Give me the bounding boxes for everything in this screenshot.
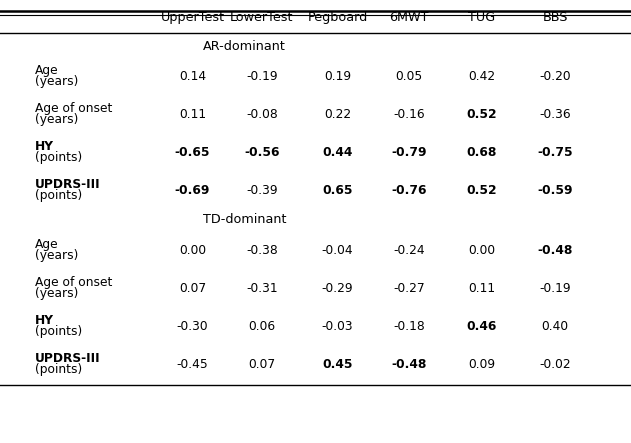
Text: -0.39: -0.39	[246, 183, 278, 197]
Text: 0.11: 0.11	[468, 281, 495, 295]
Text: -0.56: -0.56	[244, 145, 280, 159]
Text: Age: Age	[35, 238, 58, 251]
Text: -0.24: -0.24	[393, 244, 425, 256]
Text: 0.40: 0.40	[542, 319, 569, 333]
Text: -0.38: -0.38	[246, 244, 278, 256]
Text: UPDRS-III: UPDRS-III	[35, 178, 100, 191]
Text: 0.14: 0.14	[179, 70, 206, 82]
Text: -0.18: -0.18	[393, 319, 425, 333]
Text: 0.52: 0.52	[466, 183, 497, 197]
Text: -0.36: -0.36	[540, 108, 571, 120]
Text: 0.00: 0.00	[468, 244, 495, 256]
Text: -0.19: -0.19	[540, 281, 571, 295]
Text: (years): (years)	[35, 287, 78, 300]
Text: 0.52: 0.52	[466, 108, 497, 120]
Text: (years): (years)	[35, 113, 78, 126]
Text: -0.27: -0.27	[393, 281, 425, 295]
Text: 0.07: 0.07	[249, 358, 275, 370]
Text: -0.76: -0.76	[391, 183, 427, 197]
Text: 0.44: 0.44	[322, 145, 353, 159]
Text: UpperTest: UpperTest	[160, 11, 225, 24]
Text: Age: Age	[35, 64, 58, 77]
Text: Pegboard: Pegboard	[307, 11, 368, 24]
Text: 0.06: 0.06	[249, 319, 275, 333]
Text: (points): (points)	[35, 363, 82, 376]
Text: 0.42: 0.42	[468, 70, 495, 82]
Text: TUG: TUG	[468, 11, 495, 24]
Text: -0.69: -0.69	[175, 183, 210, 197]
Text: (points): (points)	[35, 189, 82, 202]
Text: UPDRS-III: UPDRS-III	[35, 352, 100, 365]
Text: 0.22: 0.22	[324, 108, 351, 120]
Text: -0.75: -0.75	[538, 145, 573, 159]
Text: -0.19: -0.19	[246, 70, 278, 82]
Text: -0.65: -0.65	[175, 145, 210, 159]
Text: -0.04: -0.04	[322, 244, 353, 256]
Text: (years): (years)	[35, 75, 78, 88]
Text: TD-dominant: TD-dominant	[203, 214, 286, 226]
Text: -0.02: -0.02	[540, 358, 571, 370]
Text: Age of onset: Age of onset	[35, 276, 112, 289]
Text: (points): (points)	[35, 325, 82, 338]
Text: Age of onset: Age of onset	[35, 102, 112, 115]
Text: -0.16: -0.16	[393, 108, 425, 120]
Text: -0.31: -0.31	[246, 281, 278, 295]
Text: AR-dominant: AR-dominant	[203, 39, 286, 53]
Text: 0.46: 0.46	[466, 319, 497, 333]
Text: -0.20: -0.20	[540, 70, 571, 82]
Text: 0.11: 0.11	[179, 108, 206, 120]
Text: (points): (points)	[35, 151, 82, 164]
Text: HY: HY	[35, 140, 54, 153]
Text: 0.05: 0.05	[395, 70, 423, 82]
Text: -0.79: -0.79	[391, 145, 427, 159]
Text: -0.45: -0.45	[177, 358, 208, 370]
Text: 0.07: 0.07	[179, 281, 206, 295]
Text: -0.08: -0.08	[246, 108, 278, 120]
Text: 0.45: 0.45	[322, 358, 353, 370]
Text: 0.19: 0.19	[324, 70, 351, 82]
Text: 6MWT: 6MWT	[389, 11, 428, 24]
Text: 0.09: 0.09	[468, 358, 495, 370]
Text: -0.59: -0.59	[538, 183, 573, 197]
Text: HY: HY	[35, 314, 54, 327]
Text: 0.68: 0.68	[466, 145, 497, 159]
Text: 0.65: 0.65	[322, 183, 353, 197]
Text: -0.48: -0.48	[391, 358, 427, 370]
Text: BBS: BBS	[543, 11, 568, 24]
Text: -0.29: -0.29	[322, 281, 353, 295]
Text: -0.30: -0.30	[177, 319, 208, 333]
Text: -0.03: -0.03	[322, 319, 353, 333]
Text: -0.48: -0.48	[538, 244, 573, 256]
Text: LowerTest: LowerTest	[230, 11, 293, 24]
Text: 0.00: 0.00	[179, 244, 206, 256]
Text: (years): (years)	[35, 249, 78, 262]
